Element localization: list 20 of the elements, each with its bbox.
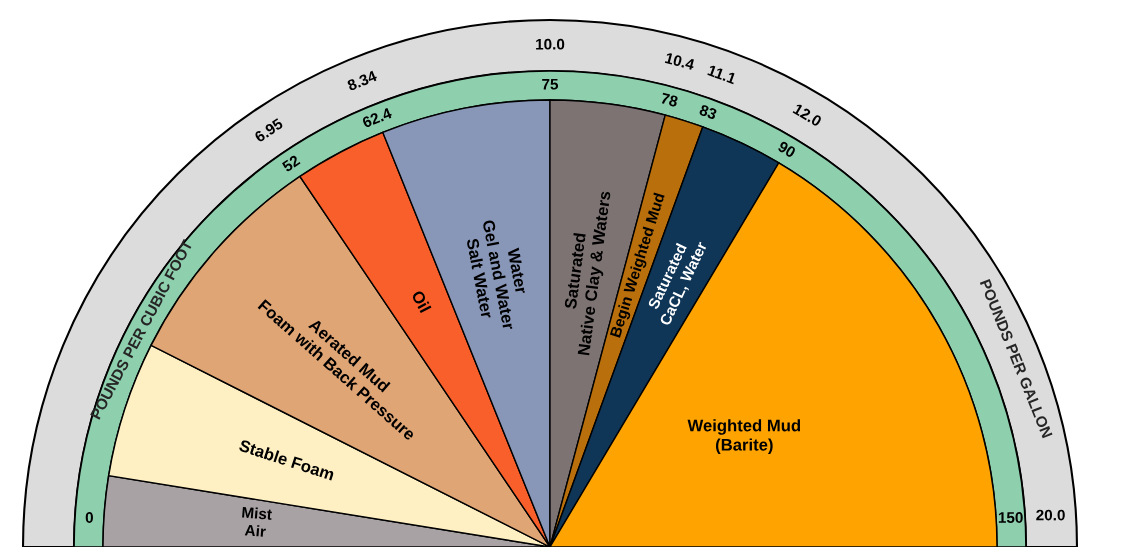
text: 10.0: [536, 38, 565, 50]
text: 75: [542, 78, 559, 90]
text: 10.4: [664, 52, 696, 71]
text: 150: [998, 512, 1023, 523]
text: 11.1: [707, 64, 737, 85]
slice-label: Oil: [411, 289, 432, 314]
slice-label: Weighted Mud (Barite): [687, 419, 801, 454]
text: 20.0: [1036, 509, 1065, 521]
text: 52: [281, 154, 301, 173]
text: 8.34: [346, 70, 378, 92]
slice-label: Stable Foam: [238, 438, 335, 481]
text: 78: [660, 92, 679, 108]
text: 12.0: [792, 103, 823, 127]
slice-label: Mist Air: [242, 506, 273, 537]
text: 62.4: [361, 107, 393, 129]
text: 83: [698, 104, 718, 120]
text: 6.95: [253, 117, 284, 143]
text: 90: [777, 140, 797, 159]
text: 0: [85, 512, 93, 523]
slice-label: Water Gel and Water Salt Water: [466, 219, 528, 331]
